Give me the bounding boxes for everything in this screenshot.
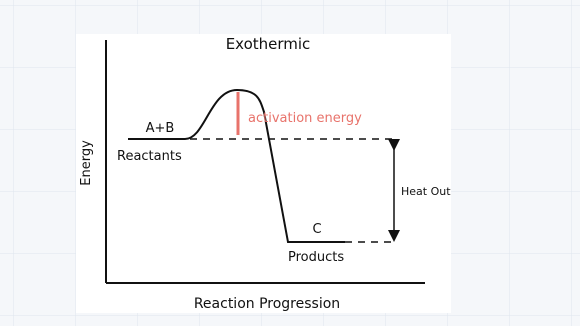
heat-label: Heat Out	[401, 185, 451, 198]
y-axis-label: Energy	[79, 140, 94, 186]
reactant-formula: A+B	[146, 121, 175, 136]
reactant-label: Reactants	[117, 149, 182, 164]
product-formula: C	[312, 222, 321, 237]
activation-label: activation energy	[248, 111, 362, 126]
title: Exothermic	[226, 35, 311, 53]
x-axis-label: Reaction Progression	[194, 296, 340, 312]
product-label: Products	[288, 250, 344, 265]
energy-curve	[128, 88, 345, 243]
